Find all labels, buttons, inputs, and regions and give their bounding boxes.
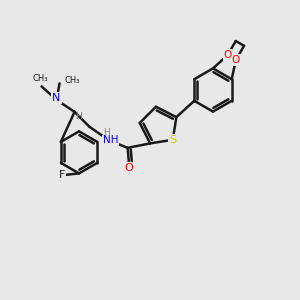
Text: CH₃: CH₃ (32, 74, 48, 83)
Text: O: O (232, 55, 240, 65)
Text: N: N (52, 93, 61, 103)
Text: H: H (75, 112, 82, 121)
Text: NH: NH (103, 135, 118, 146)
Text: CH₃: CH₃ (65, 76, 80, 85)
Text: S: S (169, 135, 176, 145)
Text: O: O (125, 163, 134, 173)
Text: H: H (103, 128, 110, 137)
Text: O: O (224, 50, 232, 60)
Text: F: F (59, 170, 65, 180)
